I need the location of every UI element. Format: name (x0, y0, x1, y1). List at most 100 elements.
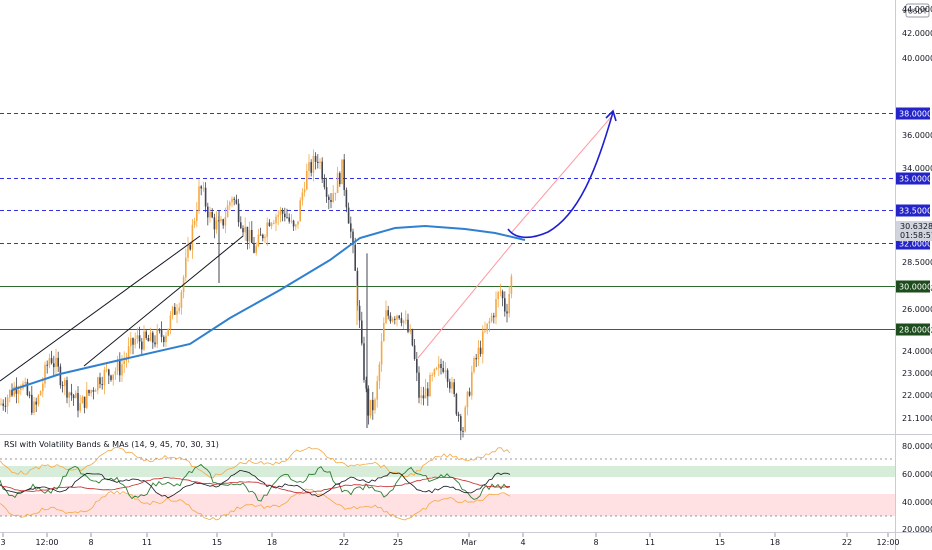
candle-body (61, 385, 64, 387)
candle-body (422, 395, 425, 399)
candle-body (314, 156, 317, 162)
candle-body (352, 231, 354, 245)
candle-body (204, 187, 207, 207)
time-axis-tick: 4 (520, 538, 525, 547)
candle-body (114, 371, 117, 375)
rsi-axis-ticks: 80.0000 60.0000 40.0000 20.0000 (902, 442, 932, 534)
time-axis-tick: 8 (88, 538, 93, 547)
price-axis-tick: 21.1000 (902, 414, 932, 423)
candle-body (442, 367, 444, 372)
price-axis-tick: 28.5000 (902, 258, 932, 267)
candle-body (372, 399, 374, 411)
candle-body (220, 219, 222, 221)
candle-body (231, 198, 233, 203)
candle-body (233, 198, 235, 200)
candle-body (165, 335, 167, 343)
candle-body (431, 375, 433, 376)
candle-body (468, 391, 471, 396)
candle-body (119, 361, 121, 376)
candle-body (460, 416, 462, 431)
projection-line-pink[interactable] (511, 115, 613, 233)
trend-line-pink[interactable] (417, 243, 513, 359)
candle-body (167, 328, 169, 336)
candle-body (438, 364, 440, 369)
candle-body (88, 390, 90, 394)
channel-line-lower[interactable] (0, 235, 201, 382)
candle-body (50, 358, 53, 364)
candle-body (68, 392, 70, 398)
price-axis-tick: 24.0000 (902, 347, 932, 356)
candle-body (310, 162, 312, 173)
candle-body (187, 244, 189, 258)
candle-body (504, 298, 506, 312)
candle-body (72, 395, 75, 399)
candle-body (510, 276, 513, 294)
candle-body (127, 346, 130, 358)
candle-body (284, 213, 286, 218)
projection-curve[interactable] (507, 111, 614, 239)
time-axis-tick: 25 (393, 538, 403, 547)
candle-body (123, 360, 125, 365)
candle-body (229, 202, 231, 206)
candle-body (134, 338, 136, 345)
candle-body (77, 393, 79, 411)
rsi-indicator-title[interactable]: RSI with Volatility Bands & MAs (14, 9, … (4, 440, 219, 449)
candle-body (354, 244, 356, 271)
candle-body (132, 338, 134, 345)
candle-body (145, 331, 147, 338)
channel-line-upper[interactable] (83, 235, 244, 367)
candle-body (193, 221, 196, 225)
level-price-badge (896, 323, 930, 336)
candle-body (394, 318, 396, 320)
candle-body (374, 399, 376, 411)
candle-body (97, 377, 99, 391)
candle-body (42, 383, 44, 392)
price-axis-tick: 36.0000 (902, 131, 932, 140)
candle-body (277, 215, 279, 217)
candle-body (37, 395, 40, 405)
time-axis-tick: 8 (593, 538, 598, 547)
rsi-pane[interactable] (0, 436, 895, 532)
candle-body (493, 315, 495, 318)
candle-body (462, 430, 464, 432)
price-axis-tick: 40.0000 (902, 54, 932, 63)
candle-body (224, 217, 227, 226)
candle-body (169, 315, 172, 329)
main-pane[interactable] (0, 0, 895, 434)
moving-average-line (11, 224, 526, 391)
candle-body (449, 381, 451, 389)
candle-body (246, 226, 249, 242)
candle-body (121, 364, 123, 376)
candle-body (292, 220, 295, 227)
candle-body (369, 399, 372, 416)
candle-body (191, 224, 194, 250)
candle-body (332, 193, 334, 202)
candle-body (28, 394, 31, 396)
candle-body (248, 230, 251, 242)
candle-body (391, 318, 394, 322)
candle-body (215, 220, 218, 230)
currency-badge[interactable] (905, 3, 930, 18)
candle-body (402, 320, 405, 324)
candle-body (2, 403, 4, 406)
candle-body (92, 390, 95, 392)
rsi-volatility-band-upper (0, 446, 511, 479)
candle-body (244, 226, 246, 233)
price-axis-tick: 26.0000 (902, 305, 932, 314)
candle-body (497, 292, 499, 299)
candle-body (24, 381, 26, 384)
candle-body (94, 390, 97, 392)
candle-body (262, 234, 264, 239)
candle-body (389, 315, 392, 322)
rsi-axis-tick: 60.0000 (902, 470, 932, 479)
candle-body (429, 375, 431, 397)
level-price-label: 28.0000 (899, 326, 932, 335)
candle-body (70, 392, 73, 396)
candle-body (211, 212, 213, 218)
candle-body (473, 358, 475, 372)
candle-body (273, 223, 275, 225)
candle-body (471, 371, 473, 396)
candle-body (160, 330, 163, 337)
candle-body (90, 390, 92, 394)
